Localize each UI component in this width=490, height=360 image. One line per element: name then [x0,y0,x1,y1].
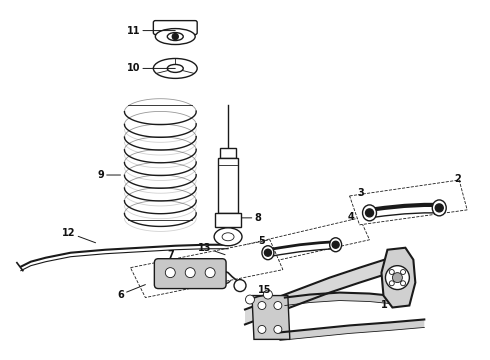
Circle shape [222,255,227,260]
Text: 6: 6 [117,285,146,300]
Circle shape [219,272,231,284]
Circle shape [400,270,406,274]
Text: 12: 12 [62,228,96,243]
Polygon shape [130,240,283,298]
Circle shape [400,281,406,286]
Text: 5: 5 [258,236,265,246]
Circle shape [392,273,402,283]
Text: 8: 8 [242,213,261,223]
Circle shape [389,270,394,274]
Text: 3: 3 [358,188,364,198]
Circle shape [218,251,232,265]
Circle shape [207,261,219,273]
Circle shape [435,204,443,212]
Circle shape [258,302,266,310]
Polygon shape [349,180,467,225]
Ellipse shape [262,246,274,260]
Text: 1: 1 [381,285,388,310]
Circle shape [223,276,227,280]
Bar [215,213,241,227]
Circle shape [205,268,215,278]
Circle shape [258,325,266,333]
FancyBboxPatch shape [154,259,226,289]
Ellipse shape [167,32,183,41]
Polygon shape [245,218,369,265]
Polygon shape [382,248,416,307]
Circle shape [274,325,282,333]
Circle shape [274,302,282,310]
Bar [220,148,236,158]
Text: 2: 2 [454,174,461,184]
Polygon shape [252,296,290,339]
Text: 9: 9 [97,170,121,180]
Polygon shape [280,319,424,340]
Circle shape [332,241,339,248]
Ellipse shape [167,64,183,72]
Text: 14: 14 [194,266,218,278]
Ellipse shape [330,238,342,252]
Text: 4: 4 [347,212,354,222]
Circle shape [386,266,409,289]
Ellipse shape [214,228,242,246]
FancyBboxPatch shape [153,21,197,35]
Circle shape [172,33,178,40]
Circle shape [264,290,272,299]
Text: 11: 11 [127,26,175,36]
Circle shape [265,249,271,256]
Circle shape [234,280,246,292]
Bar [218,158,238,213]
Ellipse shape [153,58,197,78]
Polygon shape [285,293,399,306]
Text: 7: 7 [167,250,174,260]
Ellipse shape [363,205,376,221]
Circle shape [366,209,373,217]
Ellipse shape [222,233,234,241]
Polygon shape [245,256,399,324]
Text: 10: 10 [127,63,175,73]
Circle shape [185,268,195,278]
Ellipse shape [155,28,195,45]
Text: 13: 13 [198,243,225,255]
Text: 15: 15 [258,284,271,294]
Ellipse shape [432,200,446,216]
Circle shape [245,295,254,304]
Circle shape [165,268,175,278]
Circle shape [389,281,394,286]
